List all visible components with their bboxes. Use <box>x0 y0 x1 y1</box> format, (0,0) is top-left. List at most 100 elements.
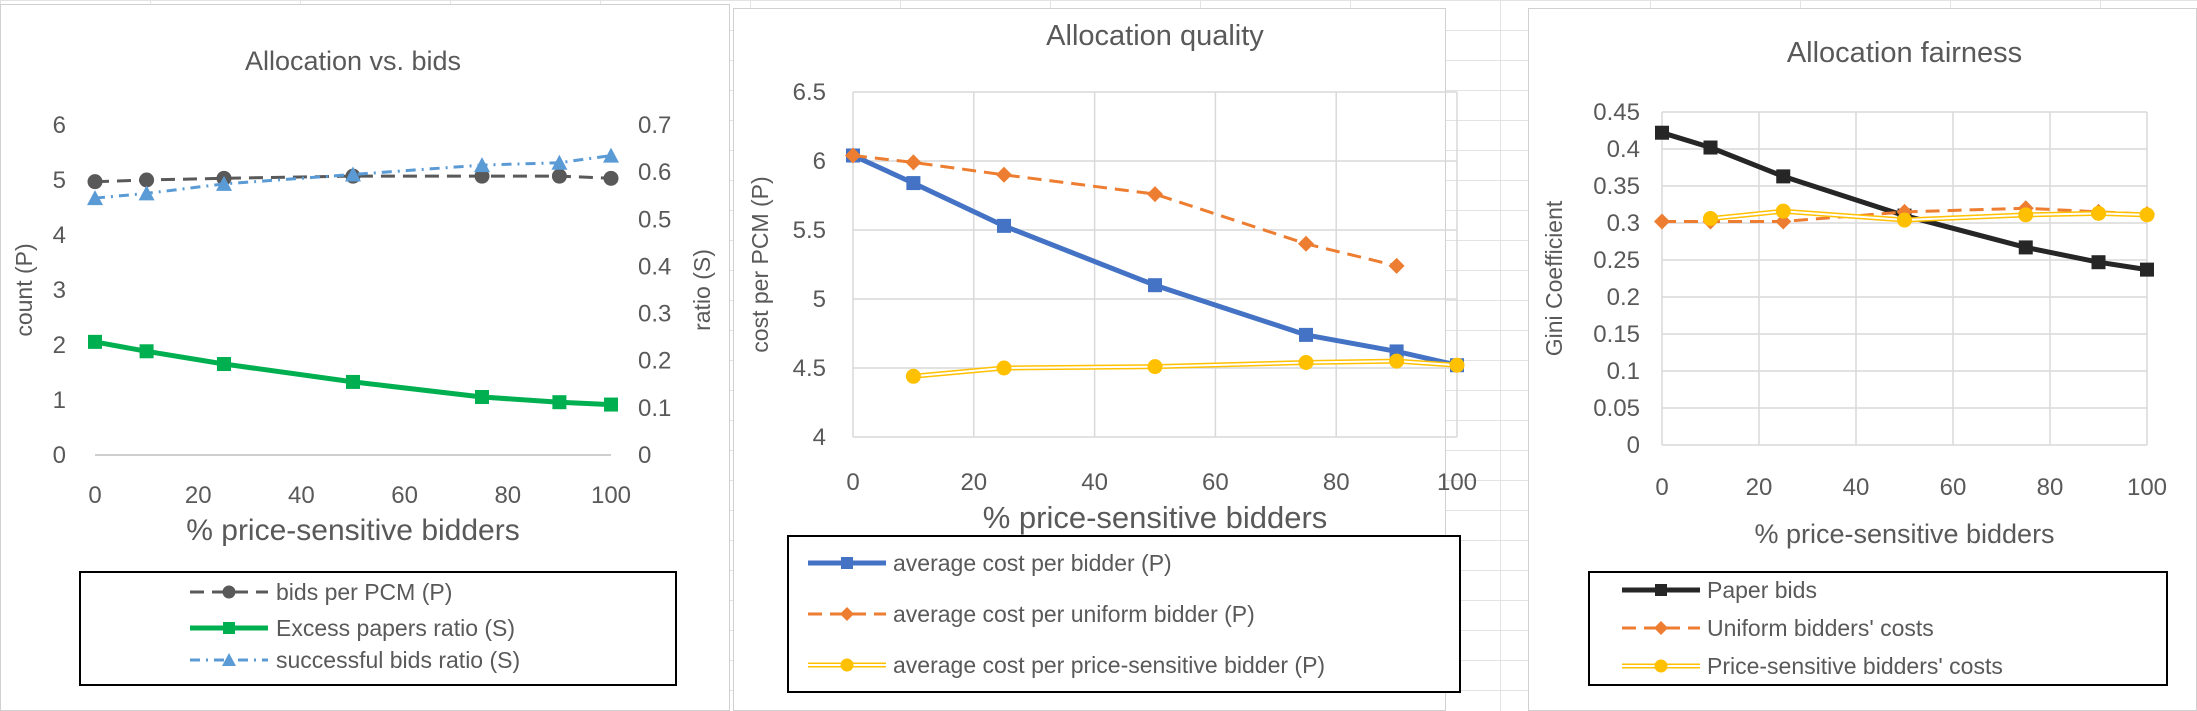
chart3-y-tick-label: 0.3 <box>1607 210 1640 237</box>
chart2-series-3-point <box>1389 353 1405 369</box>
chart3-legend-2-marker <box>1654 621 1668 635</box>
chart1-y2-tick-label: 0.7 <box>638 112 671 139</box>
chart3-legend-1-marker <box>1655 584 1667 596</box>
chart3-series-1-line <box>1661 130 2148 273</box>
chart3-y-tick-label: 0.45 <box>1593 99 1640 126</box>
chart2-legend-box <box>787 535 1461 693</box>
chart1-y-tick-label: 2 <box>53 332 66 359</box>
chart2-series-2-point <box>905 154 922 171</box>
chart2-x-tick-label: 40 <box>1081 469 1108 496</box>
chart2-series-3-point <box>1449 357 1465 373</box>
chart2-title: Allocation quality <box>1046 20 1264 52</box>
chart2-x-tick-label: 20 <box>960 469 987 496</box>
chart1-series-3-point <box>474 157 490 173</box>
chart1-y-tick-label: 6 <box>53 112 66 139</box>
chart2-series-3-point <box>996 360 1012 376</box>
chart1-y2-tick-label: 0.5 <box>638 206 671 233</box>
chart3-y-tick-label: 0.35 <box>1593 173 1640 200</box>
chart2-y-tick-label: 4.5 <box>793 355 826 382</box>
chart1-series-2-point <box>475 390 489 405</box>
chart1-series-3-point <box>551 154 568 170</box>
chart2-x-tick-label: 0 <box>846 469 859 496</box>
chart3-x-tick-label: 80 <box>2037 474 2064 501</box>
chart1-series-2-point <box>88 334 102 349</box>
chart2-series-2-point <box>845 147 861 164</box>
chart1-y-tick-label: 5 <box>53 167 66 194</box>
chart2-series-3-point <box>1147 359 1163 375</box>
chart3-series-3-point <box>2139 207 2155 223</box>
chart3-series-1-point <box>2018 240 2033 255</box>
chart3-series-1-point <box>1655 125 1669 140</box>
chart2-y-tick-label: 5.5 <box>793 217 826 244</box>
chart3-series-1-point <box>2091 255 2106 270</box>
chart1-series-1-point <box>551 168 567 184</box>
chart3-legend-label-3: Price-sensitive bidders' costs <box>1707 653 2003 679</box>
chart1-y2-tick-label: 0.4 <box>638 253 671 280</box>
chart2-y-tick-label: 4 <box>813 424 826 451</box>
chart3-x-tick-label: 20 <box>1746 474 1773 501</box>
chart1-y2-tick-label: 0 <box>638 442 651 469</box>
chart2-series-3-point <box>1298 354 1314 370</box>
chart1-legend-box <box>79 571 677 686</box>
chart1-series-2-point <box>604 397 618 412</box>
chart3-series-2-point <box>1775 213 1792 230</box>
chart2-legend-3-marker <box>840 658 854 672</box>
chart1-legend-label-2: Excess papers ratio (S) <box>276 615 515 641</box>
chart3-series-3-point <box>1703 211 1718 227</box>
chart2-series-1-point <box>1148 278 1162 293</box>
chart3-series-3-point <box>1897 212 1912 228</box>
chart2-legend-label-1: average cost per bidder (P) <box>893 550 1172 576</box>
chart1-series-1-point <box>603 170 619 186</box>
chart1-series-1-point <box>139 172 155 188</box>
chart2-series-3-point <box>905 368 921 384</box>
chart2-legend-label-2: average cost per uniform bidder (P) <box>893 601 1255 627</box>
chart3-series-3-point <box>2091 205 2106 221</box>
chart1-y-tick-label: 3 <box>53 277 66 304</box>
chart1-series-2-point <box>217 357 231 372</box>
chart1-y-tick-label: 1 <box>53 387 66 414</box>
chart1-series-3-point <box>87 190 103 206</box>
chart1-y-tick-label: 4 <box>53 222 66 249</box>
chart3-legend-3-marker <box>1654 659 1668 673</box>
chart3-series-1-point <box>2140 262 2154 277</box>
chart2-series-2-point <box>1388 257 1405 274</box>
chart1-y2-tick-label: 0.3 <box>638 301 671 328</box>
chart2-x-tick-label: 100 <box>1437 469 1477 496</box>
chart3-x-axis-label: % price-sensitive bidders <box>1754 519 2054 549</box>
chart3-y-tick-label: 0.4 <box>1607 136 1640 163</box>
chart3-series-1-point <box>1703 140 1718 155</box>
chart2-series-3-line-inner <box>913 360 1458 378</box>
chart2-series-2-point <box>1147 186 1163 203</box>
chart1-series-2-point <box>139 344 154 359</box>
chart1-series-1-point <box>87 174 103 190</box>
chart3-y-tick-label: 0.25 <box>1593 247 1640 274</box>
chart1-legend-1-marker <box>222 585 236 599</box>
chart3-series-3-line-inner <box>1710 210 2148 221</box>
chart1-x-tick-label: 0 <box>88 482 101 509</box>
chart1-x-tick-label: 100 <box>591 482 631 509</box>
chart3-series-3-point <box>1775 203 1791 219</box>
chart3-y-tick-label: 0.05 <box>1593 395 1640 422</box>
chart2-series-2-point <box>996 166 1012 183</box>
chart3-series-3-point <box>2018 207 2034 223</box>
chart3-legend-label-2: Uniform bidders' costs <box>1707 615 1934 641</box>
chart2-series-2-point <box>1298 235 1314 252</box>
chart2-y-tick-label: 5 <box>813 286 826 313</box>
chart3-x-tick-label: 100 <box>2127 474 2167 501</box>
chart1-series-3-point <box>216 175 232 191</box>
chart3-series-2-point <box>1654 213 1670 230</box>
chart3-legend-label-1: Paper bids <box>1707 577 1817 603</box>
chart1-x-tick-label: 60 <box>391 482 418 509</box>
chart1-legend-2-marker <box>223 622 235 634</box>
chart1-y2-tick-label: 0.1 <box>638 395 671 422</box>
chart3-y-tick-label: 0.1 <box>1607 358 1640 385</box>
chart1-y2-tick-label: 0.2 <box>638 348 671 375</box>
chart2-legend-label-3: average cost per price-sensitive bidder … <box>893 652 1325 678</box>
chart1-series-2-point <box>552 395 567 410</box>
chart3-y-tick-label: 0 <box>1627 432 1640 459</box>
chart1-series-3-point <box>138 185 155 201</box>
chart1-legend-label-3: successful bids ratio (S) <box>276 647 520 673</box>
chart1-y-tick-label: 0 <box>53 442 66 469</box>
chart2-x-tick-label: 80 <box>1323 469 1350 496</box>
